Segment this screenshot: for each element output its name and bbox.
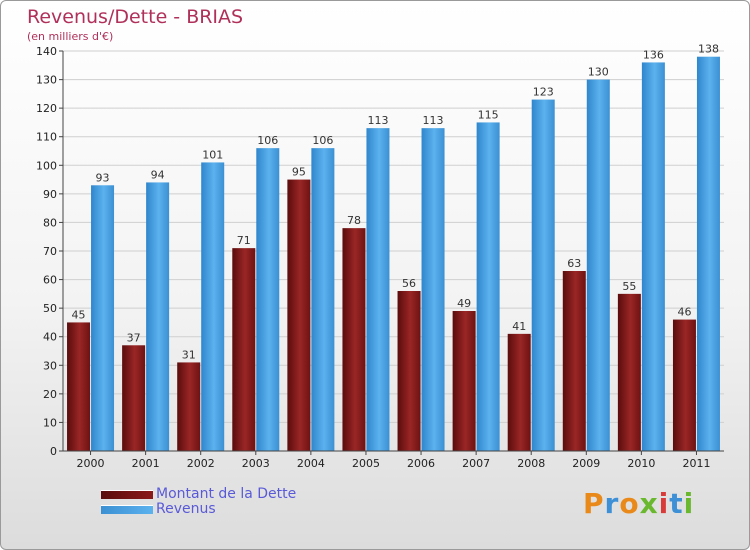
data-label-dette-2003: 71 — [237, 234, 251, 247]
data-label-dette-2010: 55 — [622, 280, 636, 293]
y-tick-label: 120 — [36, 102, 57, 115]
y-tick-label: 110 — [36, 131, 57, 144]
logo-letter: r — [604, 487, 620, 520]
logo-letter: x — [639, 487, 659, 520]
bar-revenus-2003 — [256, 148, 280, 451]
y-tick-label: 50 — [43, 302, 57, 315]
x-tick-label: 2004 — [297, 457, 325, 470]
bar-revenus-2011 — [696, 56, 720, 451]
bar-revenus-2005 — [366, 128, 390, 451]
y-tick-label: 0 — [50, 445, 57, 458]
x-tick-label: 2008 — [517, 457, 545, 470]
bar-dette-2005 — [342, 228, 366, 451]
logo-letter: t — [669, 487, 684, 520]
bar-dette-2002 — [177, 362, 201, 451]
bar-dette-2000 — [67, 322, 91, 451]
legend-swatch-dette — [101, 490, 153, 499]
y-tick-label: 140 — [36, 45, 57, 58]
data-label-dette-2005: 78 — [347, 214, 361, 227]
x-tick-label: 2002 — [187, 457, 215, 470]
bar-dette-2008 — [507, 333, 531, 451]
data-label-revenus-2008: 123 — [533, 86, 554, 99]
bar-dette-2004 — [287, 179, 311, 452]
bar-revenus-2002 — [201, 162, 225, 451]
bar-dette-2011 — [672, 319, 696, 451]
data-label-revenus-2011: 138 — [698, 43, 719, 56]
logo-letter: i — [658, 487, 670, 520]
data-label-revenus-2004: 106 — [312, 134, 333, 147]
y-tick-label: 10 — [43, 416, 57, 429]
bar-dette-2009 — [562, 271, 586, 451]
data-label-dette-2009: 63 — [567, 257, 581, 270]
data-label-dette-2007: 49 — [457, 297, 471, 310]
data-label-dette-2001: 37 — [127, 331, 141, 344]
bar-revenus-2006 — [421, 128, 445, 451]
data-label-revenus-2010: 136 — [643, 48, 664, 61]
logo-letter: i — [683, 487, 695, 520]
data-label-revenus-2005: 113 — [367, 114, 388, 127]
y-tick-label: 100 — [36, 159, 57, 172]
bar-revenus-2008 — [531, 99, 555, 452]
proxiti-logo: Proxiti — [583, 487, 694, 520]
x-tick-label: 2003 — [242, 457, 270, 470]
x-tick-label: 2006 — [407, 457, 435, 470]
y-tick-label: 130 — [36, 74, 57, 87]
data-label-revenus-2001: 94 — [151, 168, 165, 181]
y-tick-label: 20 — [43, 388, 57, 401]
data-label-dette-2008: 41 — [512, 320, 526, 333]
data-label-dette-2006: 56 — [402, 277, 416, 290]
data-label-dette-2000: 45 — [72, 308, 86, 321]
data-label-revenus-2006: 113 — [423, 114, 444, 127]
logo-letter: P — [583, 487, 605, 520]
bar-revenus-2001 — [146, 182, 170, 451]
x-tick-label: 2011 — [682, 457, 710, 470]
data-label-dette-2002: 31 — [182, 348, 196, 361]
chart-subtitle: (en milliers d'€) — [27, 30, 114, 43]
bar-revenus-2010 — [641, 62, 665, 452]
x-tick-label: 2001 — [132, 457, 160, 470]
bar-dette-2003 — [232, 248, 256, 451]
bar-revenus-2004 — [311, 148, 335, 451]
legend-label-dette: Montant de la Dette — [156, 486, 297, 502]
x-tick-label: 2000 — [77, 457, 105, 470]
data-label-revenus-2002: 101 — [202, 148, 223, 161]
bar-revenus-2000 — [91, 185, 115, 452]
bar-dette-2001 — [122, 345, 146, 451]
y-tick-label: 90 — [43, 188, 57, 201]
legend-swatch-revenus — [101, 505, 153, 514]
bar-dette-2006 — [397, 291, 421, 451]
logo-letter: o — [619, 487, 640, 520]
x-tick-label: 2005 — [352, 457, 380, 470]
y-tick-label: 80 — [43, 216, 57, 229]
chart-title: Revenus/Dette - BRIAS — [27, 6, 244, 28]
bar-revenus-2007 — [476, 122, 500, 451]
bar-dette-2010 — [617, 293, 641, 451]
y-tick-label: 30 — [43, 359, 57, 372]
bar-revenus-2009 — [586, 79, 610, 452]
data-label-revenus-2009: 130 — [588, 66, 609, 79]
y-tick-label: 70 — [43, 245, 57, 258]
data-label-revenus-2003: 106 — [257, 134, 278, 147]
y-tick-label: 60 — [43, 274, 57, 287]
x-tick-label: 2010 — [627, 457, 655, 470]
x-tick-label: 2009 — [572, 457, 600, 470]
data-label-revenus-2000: 93 — [96, 171, 110, 184]
data-label-dette-2011: 46 — [677, 306, 691, 319]
y-tick-label: 40 — [43, 331, 57, 344]
data-label-dette-2004: 95 — [292, 166, 306, 179]
legend-label-revenus: Revenus — [156, 501, 216, 517]
data-label-revenus-2007: 115 — [478, 108, 499, 121]
bar-dette-2007 — [452, 311, 476, 451]
x-tick-label: 2007 — [462, 457, 490, 470]
